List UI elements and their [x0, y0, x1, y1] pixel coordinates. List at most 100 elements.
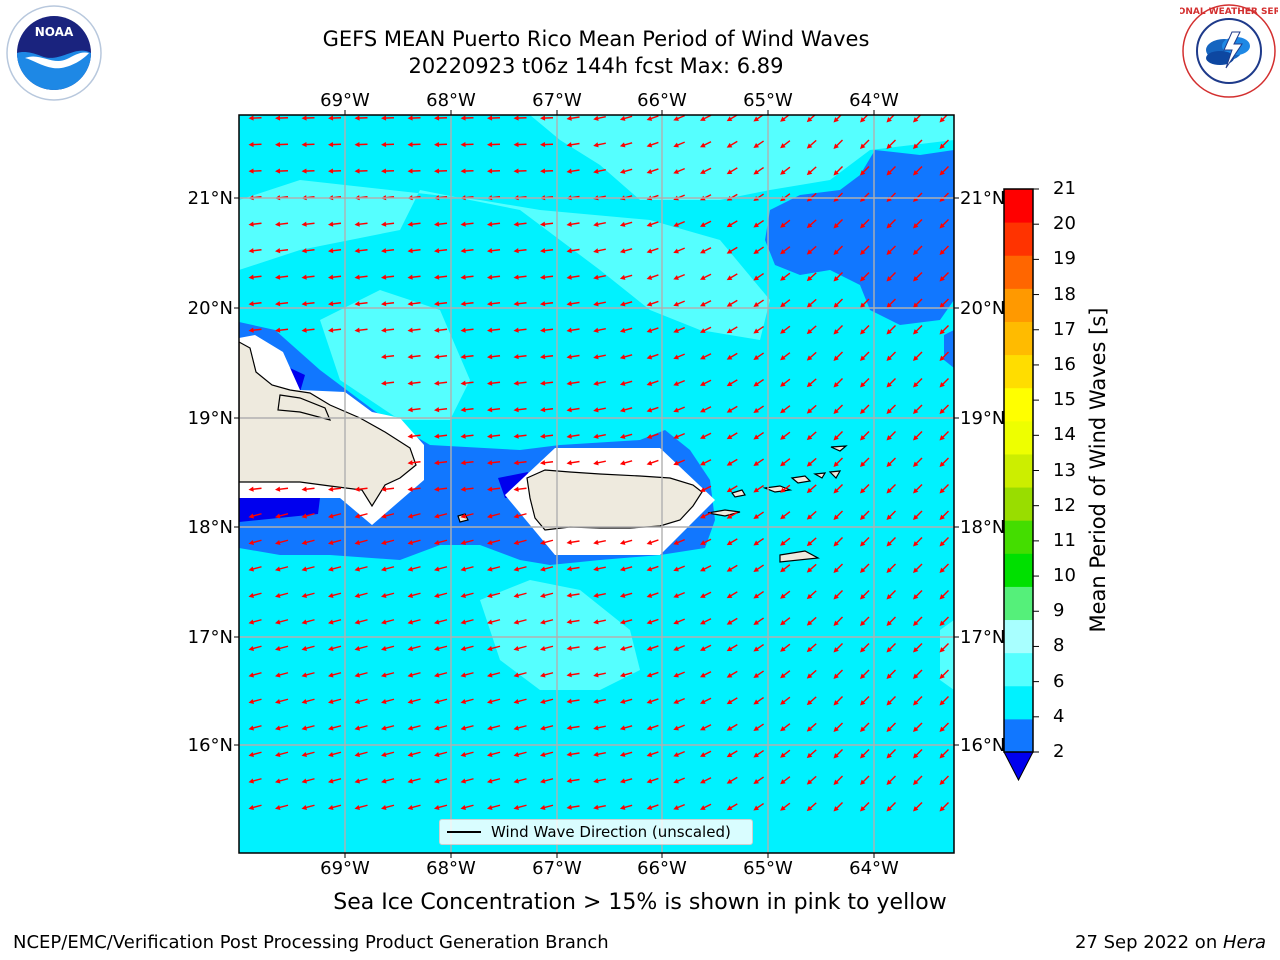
wind-wave-arrow — [460, 804, 474, 810]
wind-wave-arrow — [354, 592, 368, 598]
wind-wave-arrow — [646, 353, 659, 360]
wind-wave-arrow — [619, 248, 633, 254]
wind-wave-arrow — [513, 301, 527, 307]
wind-wave-arrow — [913, 245, 923, 255]
wind-wave-arrow — [381, 354, 395, 360]
wind-wave-arrow — [513, 778, 527, 784]
date-prefix: 27 Sep 2022 on — [1075, 932, 1223, 953]
wind-wave-arrow — [833, 669, 843, 679]
wind-wave-arrow — [753, 749, 764, 758]
wind-wave-arrow — [700, 538, 712, 545]
wind-wave-arrow — [513, 539, 527, 545]
wind-wave-arrow — [753, 802, 764, 811]
wind-wave-arrow — [833, 404, 843, 414]
wind-wave-arrow — [328, 115, 342, 121]
wind-wave-arrow — [381, 115, 395, 121]
wind-wave-arrow — [354, 274, 368, 280]
wind-wave-arrow — [806, 325, 817, 335]
wind-wave-arrow — [566, 407, 580, 413]
wind-wave-arrow — [540, 433, 554, 439]
map-title: GEFS MEAN Puerto Rico Mean Period of Win… — [322, 27, 870, 51]
wind-wave-arrow — [381, 539, 395, 545]
wind-wave-arrow — [275, 566, 289, 572]
wind-wave-arrow — [619, 592, 633, 598]
wind-wave-arrow — [646, 565, 659, 572]
wind-wave-arrow — [275, 141, 289, 148]
wind-wave-arrow — [753, 299, 764, 307]
sea-ice-caption: Sea Ice Concentration > 15% is shown in … — [333, 890, 947, 915]
colorbar-tick-label: 9 — [1053, 600, 1065, 622]
wind-wave-arrow — [593, 327, 606, 333]
wind-wave-arrow — [248, 513, 262, 519]
wind-wave-arrow — [593, 751, 606, 757]
wind-wave-arrow — [860, 696, 870, 706]
wind-wave-arrow — [434, 778, 448, 784]
wind-wave-arrow — [407, 433, 421, 439]
wind-wave-arrow — [700, 565, 712, 572]
wind-wave-arrow — [646, 618, 659, 625]
wind-wave-arrow — [619, 380, 633, 386]
wind-wave-arrow — [860, 669, 870, 679]
colorbar-segment — [1004, 255, 1033, 289]
wind-wave-arrow — [806, 139, 817, 149]
wind-wave-arrow — [566, 725, 580, 731]
wind-wave-arrow — [460, 141, 474, 148]
wind-wave-arrow — [886, 643, 896, 653]
wind-wave-arrow — [913, 139, 923, 149]
wind-wave-arrow — [434, 327, 448, 333]
wind-wave-arrow — [619, 354, 633, 360]
colorbar-tick-label: 8 — [1053, 635, 1065, 657]
wind-wave-arrow — [301, 778, 315, 784]
wind-wave-arrow — [806, 115, 816, 123]
wind-wave-arrow — [301, 592, 315, 598]
wind-wave-arrow — [673, 406, 685, 413]
lat-label-right: 16°N — [960, 735, 1005, 756]
wind-wave-arrow — [726, 723, 738, 731]
wind-wave-arrow — [860, 616, 870, 626]
lat-label-left: 21°N — [188, 188, 233, 209]
wind-wave-arrow — [407, 751, 421, 757]
wind-wave-arrow — [673, 247, 685, 254]
wind-wave-arrow — [913, 404, 923, 414]
wind-wave-arrow — [833, 590, 843, 600]
wind-wave-arrow — [407, 301, 421, 307]
wind-wave-arrow — [886, 775, 896, 785]
wind-wave-arrow — [646, 671, 659, 678]
wind-wave-arrow — [328, 725, 342, 731]
st-croix-island — [779, 550, 820, 563]
wind-wave-arrow — [700, 644, 712, 651]
wind-wave-arrow — [248, 248, 262, 254]
wind-wave-arrow — [354, 513, 368, 519]
wind-wave-arrow — [939, 590, 949, 600]
wind-wave-arrow — [673, 750, 685, 757]
wind-wave-arrow — [460, 301, 474, 307]
wind-wave-arrow — [939, 510, 949, 520]
wind-wave-arrow — [593, 725, 606, 731]
wind-wave-arrow — [726, 167, 738, 175]
wind-wave-arrow — [354, 248, 368, 254]
colorbar-segment — [1004, 288, 1033, 322]
wind-wave-arrow — [806, 749, 817, 759]
wind-wave-arrow — [833, 245, 843, 255]
wind-wave-arrow — [354, 168, 368, 174]
wind-wave-arrow — [566, 274, 580, 280]
wind-wave-arrow — [806, 802, 817, 812]
wind-wave-arrow — [566, 460, 580, 466]
wind-wave-arrow — [913, 272, 923, 282]
wind-wave-arrow — [886, 378, 896, 388]
wind-wave-arrow — [886, 484, 896, 494]
wind-wave-arrow — [673, 644, 685, 651]
wind-wave-arrow — [806, 537, 817, 547]
virgin-island-3 — [813, 472, 827, 479]
wind-wave-arrow — [939, 378, 949, 388]
wind-wave-arrow — [407, 274, 421, 280]
wind-wave-arrow — [806, 298, 817, 308]
wind-wave-arrow — [460, 566, 474, 572]
wind-wave-arrow — [381, 672, 395, 678]
colorbar-segment — [1004, 685, 1033, 720]
wind-wave-arrow — [354, 698, 368, 704]
wind-wave-arrow — [833, 696, 843, 706]
wind-wave-arrow — [513, 566, 527, 572]
wind-wave-arrow — [860, 166, 870, 176]
